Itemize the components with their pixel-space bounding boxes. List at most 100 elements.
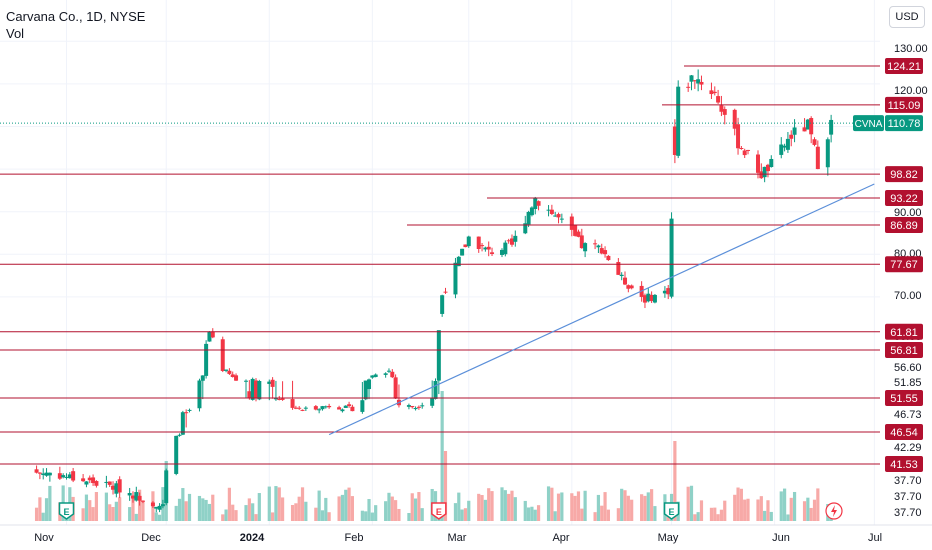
volume-bar — [244, 505, 248, 521]
volume-bar — [407, 512, 411, 521]
volume-bar — [809, 507, 813, 521]
volume-bar — [347, 487, 351, 521]
candle — [576, 231, 581, 237]
volume-bar — [513, 497, 517, 521]
time-tick-label: May — [658, 532, 679, 544]
candle — [367, 379, 372, 390]
candle — [672, 126, 677, 155]
level-badge — [885, 323, 923, 340]
volume-bar — [384, 501, 388, 521]
candle — [436, 330, 441, 381]
volume-bar — [154, 512, 158, 521]
volume-bar — [510, 490, 514, 521]
candle — [686, 86, 691, 88]
candle — [323, 406, 328, 408]
candle — [549, 209, 554, 214]
candle — [257, 381, 262, 400]
volume-bar — [257, 493, 261, 521]
volume-bar — [460, 509, 464, 521]
candle — [293, 407, 298, 409]
currency-button[interactable]: USD — [889, 6, 925, 28]
candle — [722, 109, 727, 115]
volume-bar — [500, 487, 504, 521]
candle — [523, 223, 528, 234]
candle — [313, 406, 318, 410]
price-tick-label: 51.85 — [894, 377, 922, 389]
last-price-badge — [885, 115, 923, 132]
symbol-title: Carvana Co., 1D, NYSE — [6, 9, 146, 24]
candle — [300, 409, 305, 411]
volume-bar — [360, 510, 364, 521]
candle — [416, 406, 421, 408]
volume-bar — [410, 493, 414, 521]
candle — [792, 127, 797, 135]
candle — [652, 294, 657, 303]
candle — [782, 145, 787, 148]
candle — [140, 500, 145, 502]
volume-bar — [247, 498, 251, 521]
candle — [157, 505, 162, 510]
volume-bar — [231, 504, 235, 521]
earnings-icon — [58, 502, 75, 520]
candle — [200, 375, 205, 381]
candle — [559, 218, 564, 220]
volume-bar — [693, 514, 697, 521]
volume-bar — [606, 509, 610, 521]
candle — [250, 378, 255, 400]
candle — [360, 400, 365, 412]
candle — [699, 81, 704, 85]
volume-bar — [600, 505, 604, 521]
volume-bar — [417, 492, 421, 521]
volume-bar — [350, 496, 354, 521]
candle — [91, 477, 96, 484]
candle — [476, 236, 481, 249]
volume-bar — [576, 491, 581, 521]
candle — [71, 471, 76, 481]
candle — [430, 398, 435, 406]
candle — [556, 214, 561, 218]
candle — [769, 158, 774, 168]
volume-bar — [616, 508, 620, 521]
candle — [317, 409, 322, 411]
candle — [230, 374, 235, 377]
candle — [234, 375, 239, 381]
volume-bar — [304, 501, 308, 521]
volume-bar — [523, 500, 527, 521]
volume-bar — [128, 507, 132, 521]
volume-bar — [480, 495, 484, 521]
level-badge — [885, 96, 923, 113]
candle — [164, 470, 169, 504]
candle — [593, 243, 598, 245]
volume-bar — [453, 503, 458, 521]
volume-bar — [81, 508, 85, 521]
volume-bar — [686, 486, 690, 521]
candle — [629, 285, 634, 289]
candle — [340, 409, 345, 412]
candle — [789, 134, 794, 139]
price-tick-label: 46.73 — [894, 409, 922, 421]
level-badge — [885, 57, 923, 74]
level-badge — [885, 166, 923, 183]
volume-bar — [184, 501, 188, 521]
volume-bar — [324, 497, 328, 521]
volume-bar — [643, 495, 647, 521]
volume-bar — [118, 497, 122, 521]
candle — [207, 331, 212, 342]
earnings-marker: E — [58, 502, 75, 520]
volume-bar — [640, 494, 644, 521]
volume-label: Vol — [6, 26, 25, 41]
volume-bar — [443, 451, 448, 521]
price-axis: 130.00120.0090.0080.0070.0060.0056.6051.… — [880, 0, 932, 525]
candle — [712, 91, 717, 94]
volume-bar — [673, 441, 677, 521]
candle — [130, 495, 135, 499]
candle — [500, 249, 505, 255]
candle — [616, 261, 621, 275]
volume-bar — [204, 499, 208, 521]
volume-bar — [650, 489, 654, 521]
price-tick-label: 37.70 — [894, 475, 922, 487]
grid — [0, 0, 880, 525]
price-tick-label: 90.00 — [894, 207, 922, 219]
volume-bars — [34, 391, 833, 521]
